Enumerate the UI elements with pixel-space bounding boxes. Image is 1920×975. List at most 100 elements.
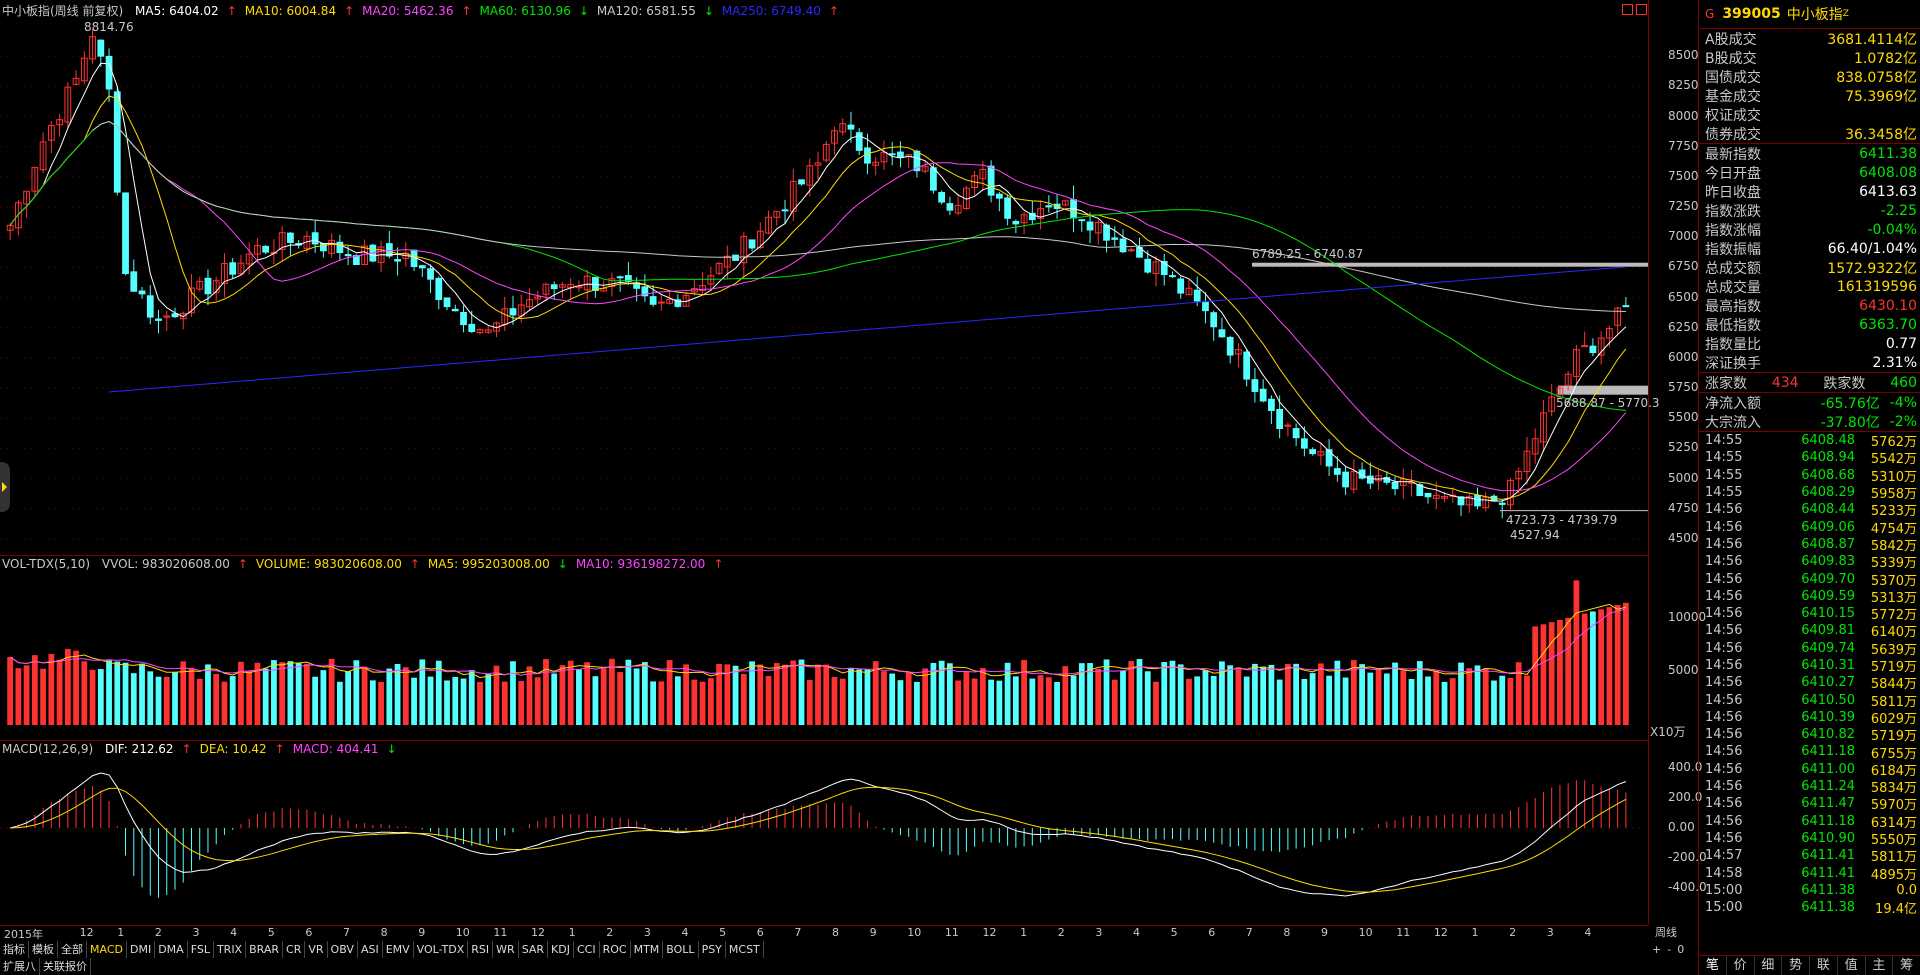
quote-tab[interactable]: 势 (1782, 956, 1810, 975)
indicator-tab-boll[interactable]: BOLL (663, 941, 699, 958)
quote-tab[interactable]: 值 (1838, 956, 1866, 975)
indicator-tab-vr[interactable]: VR (305, 941, 328, 958)
tick-row[interactable]: 14:55 6408.68 5310万 (1699, 467, 1920, 485)
indicator-tab-mcst[interactable]: MCST (726, 941, 764, 958)
indicator-tab-vol-tdx[interactable]: VOL-TDX (414, 941, 469, 958)
volume-bar (1392, 662, 1398, 725)
candle-body (1317, 451, 1325, 456)
quote-tab[interactable]: 笔 (1699, 956, 1727, 975)
tick-row[interactable]: 14:56 6411.24 5834万 (1699, 778, 1920, 797)
tick-row[interactable]: 14:56 6411.18 6314万 (1699, 813, 1920, 831)
volume-legend-arrow: ↑ (409, 557, 420, 571)
volume-panel[interactable]: VOL-TDX(5,10) VVOL: 983020608.00 ↑ VOLUME:… (0, 555, 1686, 741)
quote-tab[interactable]: 主 (1866, 956, 1894, 975)
indicator-tab-全部[interactable]: 全部 (58, 941, 87, 958)
tick-row[interactable]: 14:57 6411.41 5811万 (1699, 847, 1920, 865)
indicator-tab-asi[interactable]: ASI (358, 941, 383, 958)
indicator-tab-sar[interactable]: SAR (519, 941, 549, 958)
tick-row[interactable]: 14:56 6410.31 5719万 (1699, 657, 1920, 675)
tick-row[interactable]: 14:55 6408.48 5762万 (1699, 432, 1920, 450)
tick-row[interactable]: 14:56 6410.15 5772万 (1699, 605, 1920, 623)
tick-row[interactable]: 14:56 6409.74 5639万 (1699, 640, 1920, 658)
quote-tab[interactable]: 联 (1810, 956, 1838, 975)
tick-row[interactable]: 14:56 6410.90 5550万 (1699, 830, 1920, 848)
indicator-tab-dma[interactable]: DMA (155, 941, 188, 958)
extension-tab[interactable]: 扩展八 (0, 958, 40, 975)
indicator-tab-fsl[interactable]: FSL (188, 941, 214, 958)
tick-row[interactable]: 14:56 6408.44 5233万 (1699, 501, 1920, 519)
indicator-tab-cci[interactable]: CCI (574, 941, 600, 958)
zoom-button[interactable]: 0 (1677, 943, 1685, 956)
tick-row[interactable]: 15:00 6411.38 0.0 (1699, 882, 1920, 899)
tick-volume: 5834万 (1870, 781, 1917, 797)
volume-bar (7, 657, 14, 725)
volume-bar (64, 648, 71, 725)
tick-row[interactable]: 14:58 6411.41 4895万 (1699, 864, 1920, 883)
tick-row[interactable]: 14:55 6408.94 5542万 (1699, 449, 1920, 467)
indicator-tab-brar[interactable]: BRAR (246, 941, 284, 958)
time-axis-label: 3 (1095, 926, 1103, 939)
volume-bar (353, 660, 360, 725)
price-chart-panel[interactable]: 中小板指(周线 前复权) MA5: 6404.02 ↑ MA10: 6004.84 ↑… (0, 0, 1660, 556)
tick-row[interactable]: 14:56 6410.27 5844万 (1699, 674, 1920, 693)
indicator-tab-dmi[interactable]: DMI (127, 941, 156, 958)
volume-legend-item: VVOL: 983020608.00 (101, 557, 230, 571)
indicator-tab-obv[interactable]: OBV (328, 941, 358, 958)
quote-tab[interactable]: 价 (1727, 956, 1755, 975)
macd-legend-item: DEA: 10.42 (199, 742, 267, 756)
indicator-tab-模板[interactable]: 模板 (29, 941, 58, 958)
volume-legend-arrow: ↑ (237, 557, 248, 571)
volume-bar (1095, 668, 1102, 725)
candle-body (1276, 408, 1284, 429)
quote-tab[interactable]: 细 (1755, 956, 1783, 975)
quote-row: A股成交 3681.4114亿 (1699, 29, 1920, 48)
tick-row[interactable]: 14:56 6411.47 5970万 (1699, 795, 1920, 813)
indicator-tab-kdj[interactable]: KDJ (548, 941, 574, 958)
candle-body (427, 268, 434, 280)
indicator-tab-macd[interactable]: MACD (87, 941, 127, 958)
indicator-tab-emv[interactable]: EMV (383, 941, 414, 958)
quote-tab[interactable]: 筹 (1893, 956, 1920, 975)
tick-row[interactable]: 14:56 6411.18 6755万 (1699, 743, 1920, 761)
tick-list[interactable]: 14:55 6408.48 5762万 14:55 6408.94 5542万 14:55 6… (1699, 432, 1920, 917)
zoom-button[interactable]: + (1652, 943, 1662, 956)
indicator-tab-trix[interactable]: TRIX (214, 941, 247, 958)
tick-row[interactable]: 14:56 6411.00 6184万 (1699, 761, 1920, 779)
indicator-tab-psy[interactable]: PSY (699, 941, 726, 958)
tick-row[interactable]: 14:56 6410.82 5719万 (1699, 726, 1920, 744)
tick-row[interactable]: 14:56 6409.81 6140万 (1699, 622, 1920, 640)
zoom-button[interactable]: - (1667, 943, 1672, 956)
volume-bar (1400, 670, 1407, 725)
tick-row[interactable]: 14:56 6409.06 4754万 (1699, 518, 1920, 537)
chart-scroll-handle[interactable] (0, 462, 10, 512)
restore-icon[interactable] (1622, 4, 1633, 15)
tick-price: 6411.41 (1801, 848, 1855, 864)
volume-legend-arrow: ↓ (557, 557, 568, 571)
volume-tick-label: 5000 (1668, 663, 1699, 678)
period-label[interactable]: 周线 (1655, 926, 1677, 939)
indicator-tab-mtm[interactable]: MTM (631, 941, 664, 958)
maximize-icon[interactable] (1636, 4, 1647, 15)
tick-row[interactable]: 14:56 6410.50 5811万 (1699, 691, 1920, 710)
indicator-tab-指标[interactable]: 指标 (0, 941, 29, 958)
time-axis-label: 2 (154, 926, 162, 939)
tick-row[interactable]: 15:00 6411.38 19.4亿 (1699, 899, 1920, 917)
macd-panel[interactable]: MACD(12,26,9) DIF: 212.62 ↑ DEA: 10.42 ↑ MAC… (0, 740, 1648, 926)
indicator-tab-rsi[interactable]: RSI (468, 941, 494, 958)
tick-row[interactable]: 14:56 6409.59 5313万 (1699, 588, 1920, 606)
candle-body (245, 253, 253, 265)
tick-row[interactable]: 14:56 6409.83 5339万 (1699, 553, 1920, 571)
indicator-tab-cr[interactable]: CR (283, 941, 306, 958)
tick-row[interactable]: 14:55 6408.29 5958万 (1699, 484, 1920, 502)
candle-body (616, 276, 624, 279)
indicator-tab-roc[interactable]: ROC (600, 941, 631, 958)
extension-tab[interactable]: 关联报价 (40, 958, 91, 975)
tick-volume: 5313万 (1870, 590, 1917, 606)
tick-row[interactable]: 14:56 6410.39 6029万 (1699, 709, 1920, 727)
volume-bar (1540, 624, 1547, 725)
volume-legend-arrow: ↑ (713, 557, 724, 571)
tick-row[interactable]: 14:56 6408.87 5842万 (1699, 536, 1920, 554)
tick-row[interactable]: 14:56 6409.70 5370万 (1699, 570, 1920, 589)
tick-volume: 5844万 (1870, 677, 1917, 693)
indicator-tab-wr[interactable]: WR (493, 941, 519, 958)
